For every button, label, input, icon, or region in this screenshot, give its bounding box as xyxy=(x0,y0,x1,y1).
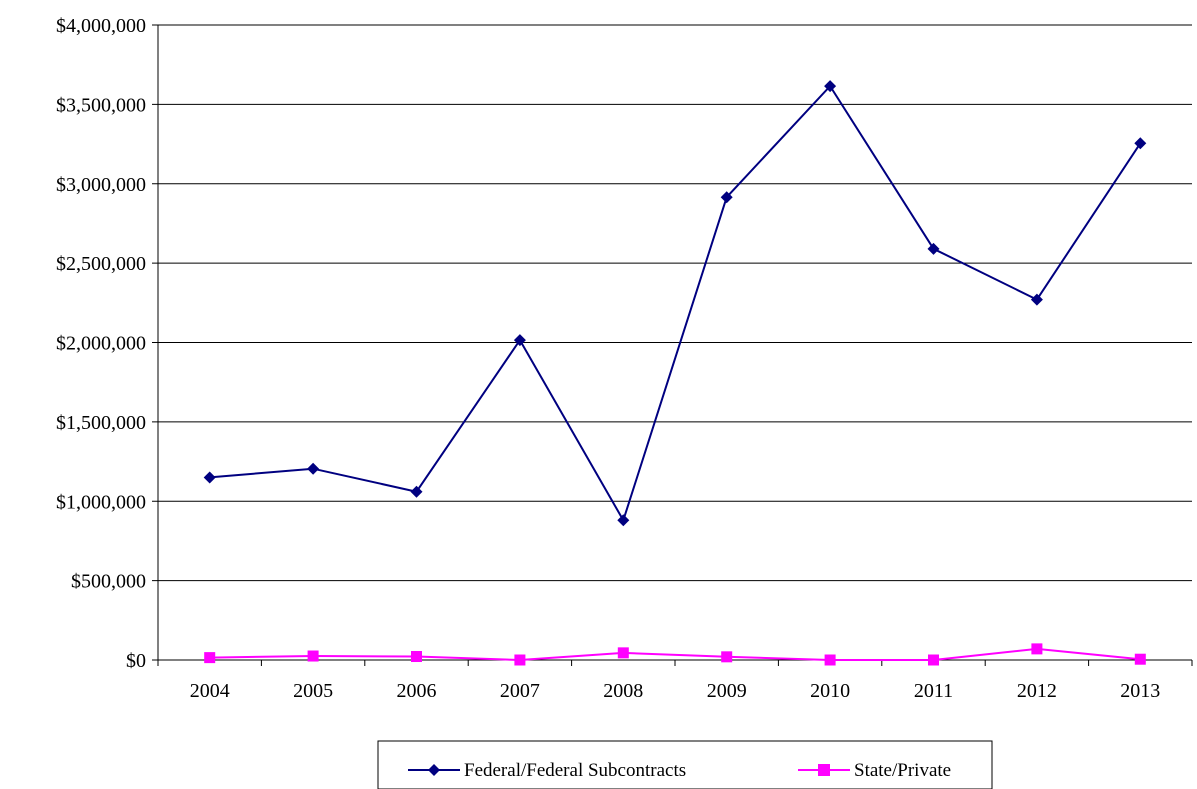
x-tick-label-2011: 2011 xyxy=(914,680,953,702)
series-line-1 xyxy=(209,647,1141,662)
y-tick-label-6: $3,000,000 xyxy=(56,174,146,196)
series-0-point-2005 xyxy=(307,462,320,475)
x-tick-label-2007: 2007 xyxy=(500,680,540,702)
legend: Federal/Federal Subcontracts State/Priva… xyxy=(377,740,993,789)
series-0-point-2008 xyxy=(617,514,630,527)
series-1-point-2005 xyxy=(307,650,319,662)
y-tick-label-1: $500,000 xyxy=(71,571,146,593)
x-axis-tick-labels: 2004 2005 2006 2007 2008 2009 2010 2011 2012 2013 xyxy=(190,680,1161,702)
x-tick-label-2009: 2009 xyxy=(707,680,747,702)
series-0-point-2009 xyxy=(720,191,733,204)
y-tick-label-0: $0 xyxy=(126,650,146,672)
y-tick-label-7: $3,500,000 xyxy=(56,94,146,116)
legend-marker-state-square xyxy=(818,764,830,776)
series-0-point-2013 xyxy=(1134,137,1147,150)
x-tick-label-2010: 2010 xyxy=(810,680,850,702)
series-line-0 xyxy=(209,84,1142,523)
y-axis-tick-labels: $0 $500,000 $1,000,000 $1,500,000 $2,000,000… xyxy=(56,15,146,672)
series-1-point-2008 xyxy=(617,647,629,659)
legend-label-federal: Federal/Federal Subcontracts xyxy=(464,760,686,781)
series-1-point-2009 xyxy=(721,651,733,663)
series-0-point-2006 xyxy=(410,485,423,498)
axes xyxy=(152,24,1193,666)
legend-box xyxy=(377,740,993,789)
series-1-point-2006 xyxy=(411,651,422,663)
series-1-point-2004 xyxy=(204,652,216,664)
series-0-point-2007 xyxy=(513,334,526,347)
x-tick-label-2012: 2012 xyxy=(1017,680,1057,702)
series-1-point-2010 xyxy=(824,654,836,666)
series-1-point-2011 xyxy=(928,654,939,666)
series-0-point-2011 xyxy=(927,242,940,255)
x-tick-label-2006: 2006 xyxy=(397,680,437,702)
series-1-point-2012 xyxy=(1031,643,1043,655)
x-tick-label-2005: 2005 xyxy=(293,680,333,702)
series-1-point-2013 xyxy=(1134,653,1146,665)
y-tick-label-3: $1,500,000 xyxy=(56,412,146,434)
legend-marker-federal-diamond xyxy=(428,764,440,776)
series-0-point-2012 xyxy=(1030,293,1043,306)
y-tick-label-4: $2,000,000 xyxy=(56,333,146,355)
series-0-point-2010 xyxy=(824,80,837,93)
y-tick-label-2: $1,000,000 xyxy=(56,491,146,513)
series-0-point-2004 xyxy=(203,471,216,484)
legend-label-state: State/Private xyxy=(854,760,951,781)
x-tick-label-2013: 2013 xyxy=(1120,680,1160,702)
y-tick-label-5: $2,500,000 xyxy=(56,253,146,275)
series-1-point-2007 xyxy=(514,654,526,666)
y-tick-label-8: $4,000,000 xyxy=(56,15,146,37)
x-tick-label-2004: 2004 xyxy=(190,680,230,702)
gridlines xyxy=(158,24,1192,582)
series xyxy=(203,80,1147,666)
x-tick-label-2008: 2008 xyxy=(603,680,643,702)
